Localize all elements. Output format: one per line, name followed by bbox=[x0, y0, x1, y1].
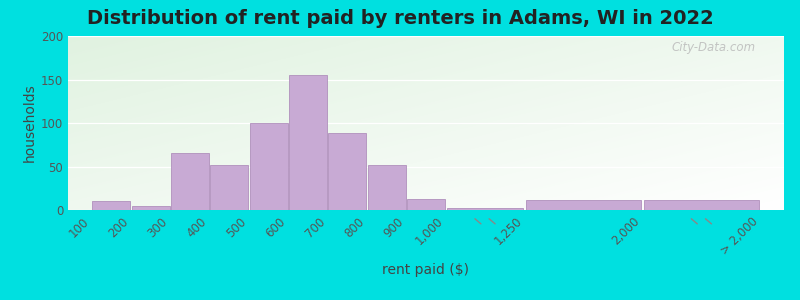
Bar bbox=[526, 200, 641, 210]
Bar bbox=[367, 165, 406, 210]
Bar bbox=[210, 165, 248, 210]
Bar bbox=[250, 123, 288, 210]
Text: Distribution of rent paid by renters in Adams, WI in 2022: Distribution of rent paid by renters in … bbox=[86, 9, 714, 28]
X-axis label: rent paid ($): rent paid ($) bbox=[382, 263, 470, 277]
Bar bbox=[644, 200, 758, 210]
Bar bbox=[328, 134, 366, 210]
Bar bbox=[92, 201, 130, 210]
Bar bbox=[171, 154, 209, 210]
Text: City-Data.com: City-Data.com bbox=[671, 41, 755, 54]
Y-axis label: households: households bbox=[22, 84, 37, 162]
Bar bbox=[131, 206, 170, 210]
Bar bbox=[407, 199, 445, 210]
Bar bbox=[289, 75, 327, 210]
Bar bbox=[447, 208, 523, 210]
